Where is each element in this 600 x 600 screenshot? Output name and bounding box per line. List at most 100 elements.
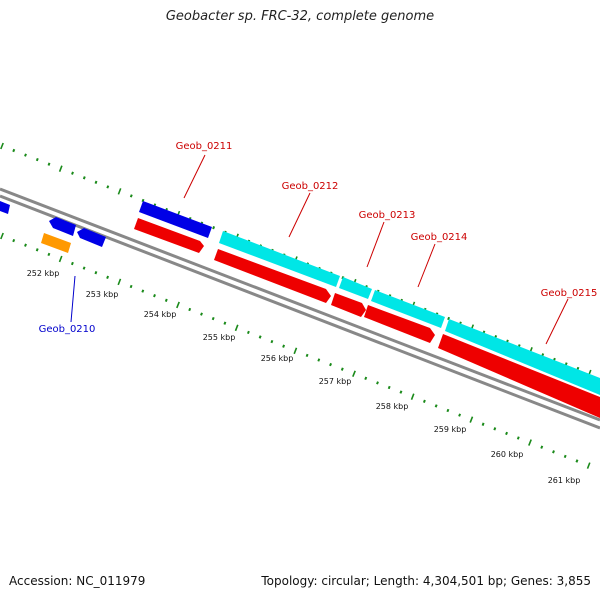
inner-tick-minor xyxy=(399,390,403,394)
inner-tick-minor xyxy=(24,243,27,247)
inner-tick-minor xyxy=(106,275,110,279)
outer-tick-minor xyxy=(141,198,145,203)
inner-tick-minor xyxy=(211,316,215,321)
feature-blue-arrow-1[interactable] xyxy=(49,217,76,236)
inner-tick-minor xyxy=(340,367,344,371)
gene-label-geob-0214[interactable]: Geob_0214 xyxy=(411,232,468,243)
inner-tick-minor xyxy=(12,238,16,243)
inner-tick-minor xyxy=(376,381,379,385)
inner-tick-minor xyxy=(200,312,203,316)
feature-red-0214[interactable] xyxy=(364,305,435,343)
inner-tick-major xyxy=(469,416,474,423)
inner-tick-minor xyxy=(329,362,333,367)
inner-tick-major xyxy=(234,324,239,332)
kbp-label-254: 254 kbp xyxy=(144,310,177,319)
inner-tick-minor xyxy=(35,248,39,252)
outer-tick-major xyxy=(117,188,122,195)
feature-cyan-0214[interactable] xyxy=(371,290,445,328)
kbp-labels: 252 kbp 253 kbp 254 kbp 255 kbp 256 kbp … xyxy=(27,269,581,485)
inner-tick-minor xyxy=(422,399,426,403)
gene-label-geob-0210[interactable]: Geob_0210 xyxy=(39,324,96,335)
feature-orange[interactable] xyxy=(41,233,71,253)
inner-tick-minor xyxy=(153,294,156,298)
inner-tick-minor xyxy=(317,358,321,362)
inner-tick-minor xyxy=(223,321,227,325)
inner-tick-minor xyxy=(47,252,51,257)
outer-tick-minor xyxy=(47,162,51,166)
inner-tick-minor xyxy=(70,261,74,266)
kbp-label-256: 256 kbp xyxy=(261,354,294,363)
outer-tick-minor xyxy=(212,226,216,230)
inner-tick-major xyxy=(586,462,591,469)
inner-tick-major xyxy=(0,232,4,240)
inner-tick-minor xyxy=(493,427,497,431)
inner-tick-major xyxy=(410,393,415,400)
kbp-label-257: 257 kbp xyxy=(319,377,352,386)
kbp-label-252: 252 kbp xyxy=(27,269,60,278)
feature-track xyxy=(0,201,600,418)
inner-tick-major xyxy=(528,439,532,446)
kbp-label-253: 253 kbp xyxy=(86,290,119,299)
kbp-label-261: 261 kbp xyxy=(548,476,581,485)
feature-cyan-0213[interactable] xyxy=(339,277,372,299)
feature-geob-0211-reverse[interactable] xyxy=(134,218,204,253)
feature-cyan-0215[interactable] xyxy=(445,319,600,395)
kbp-label-259: 259 kbp xyxy=(434,425,467,434)
gene-labels: Geob_0210 Geob_0211 Geob_0212 Geob_0213 … xyxy=(39,141,598,335)
inner-tick-minor xyxy=(270,339,274,344)
inner-tick-minor xyxy=(141,289,145,293)
outer-tick-minor xyxy=(35,157,39,162)
outer-tick-major xyxy=(58,165,63,172)
inner-tick-minor xyxy=(458,413,462,417)
inner-tick-minor xyxy=(188,307,192,312)
feature-red-0215[interactable] xyxy=(438,334,600,418)
gene-label-geob-0212[interactable]: Geob_0212 xyxy=(282,181,339,192)
inner-tick-minor xyxy=(305,353,309,358)
feature-cyan-0212[interactable] xyxy=(219,231,340,287)
inner-tick-minor xyxy=(434,404,438,408)
feature-blue-arrow-2[interactable] xyxy=(77,228,106,247)
gene-label-geob-0213[interactable]: Geob_0213 xyxy=(359,210,416,221)
feature-red-0212[interactable] xyxy=(214,249,331,303)
accession-label: Accession: NC_011979 xyxy=(9,574,146,588)
feature-blue-edge[interactable] xyxy=(0,201,10,214)
gene-label-geob-0215[interactable]: Geob_0215 xyxy=(541,288,598,299)
feature-red-0213[interactable] xyxy=(331,293,366,317)
outer-tick-minor xyxy=(94,180,98,184)
inner-tick-minor xyxy=(446,408,450,413)
inner-tick-minor xyxy=(246,330,250,335)
outer-tick-minor xyxy=(82,176,86,180)
inner-tick-minor xyxy=(94,271,98,275)
inner-tick-minor xyxy=(364,376,368,380)
inner-tick-major xyxy=(293,347,298,355)
feature-geob-0211-forward[interactable] xyxy=(139,201,212,238)
kbp-label-258: 258 kbp xyxy=(376,402,409,411)
kbp-label-260: 260 kbp xyxy=(491,450,524,459)
gene-label-geob-0211[interactable]: Geob_0211 xyxy=(176,141,233,152)
inner-tick-minor xyxy=(575,459,579,463)
inner-tick-minor xyxy=(129,284,133,289)
inner-tick-minor xyxy=(563,454,567,459)
inner-tick-major xyxy=(176,301,180,309)
kbp-label-255: 255 kbp xyxy=(203,333,236,342)
inner-tick-minor xyxy=(282,344,286,348)
outer-tick-minor xyxy=(447,316,451,321)
genome-summary: Topology: circular; Length: 4,304,501 bp… xyxy=(261,574,591,588)
inner-tick-minor xyxy=(540,445,544,449)
outer-tick-minor xyxy=(71,171,74,175)
inner-tick-major xyxy=(352,370,356,378)
outer-tick-minor xyxy=(24,153,27,157)
map-title: Geobacter sp. FRC-32, complete genome xyxy=(165,9,435,24)
outer-tick-minor xyxy=(12,148,16,153)
inner-tick-major xyxy=(58,255,63,263)
inner-tick-minor xyxy=(387,385,391,390)
inner-tick-track xyxy=(0,232,591,469)
outer-tick-minor xyxy=(129,194,133,198)
outer-tick-minor xyxy=(106,185,110,189)
inner-tick-minor xyxy=(481,422,485,426)
inner-tick-minor xyxy=(505,431,509,436)
inner-tick-minor xyxy=(258,335,262,339)
inner-tick-minor xyxy=(516,436,520,440)
outer-tick-major xyxy=(0,142,4,150)
